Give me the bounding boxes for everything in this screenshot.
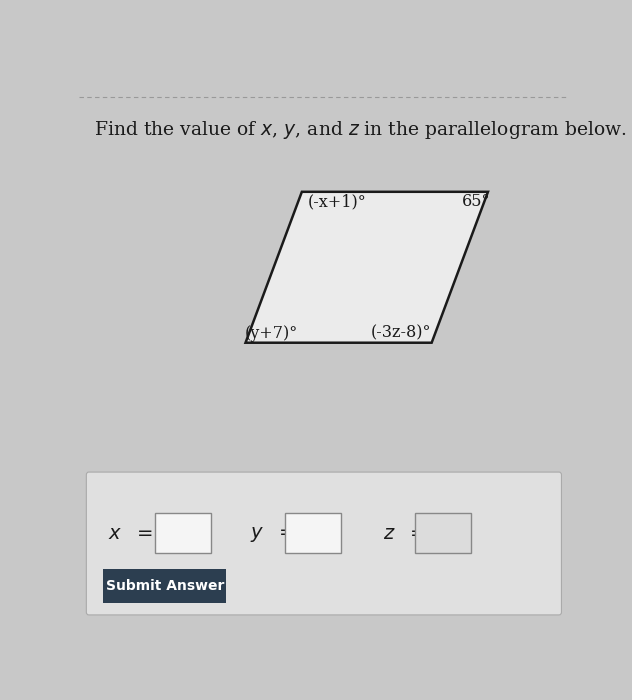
Text: 65°: 65° [462,193,490,211]
Text: Submit Answer: Submit Answer [106,579,224,593]
FancyBboxPatch shape [87,472,561,615]
Text: $y$  $=$: $y$ $=$ [250,524,295,544]
Text: (y+7)°: (y+7)° [245,325,298,342]
Text: Find the value of $x$, $y$, and $z$ in the parallelogram below.: Find the value of $x$, $y$, and $z$ in t… [94,119,626,141]
Polygon shape [246,192,488,343]
Text: $x$  $=$: $x$ $=$ [109,525,153,543]
FancyBboxPatch shape [284,512,341,553]
Text: $z$  $=$: $z$ $=$ [383,525,425,543]
Text: (-3z-8)°: (-3z-8)° [370,325,431,342]
Text: (-x+1)°: (-x+1)° [308,193,367,211]
FancyBboxPatch shape [155,512,211,553]
FancyBboxPatch shape [415,512,471,553]
FancyBboxPatch shape [104,569,226,603]
